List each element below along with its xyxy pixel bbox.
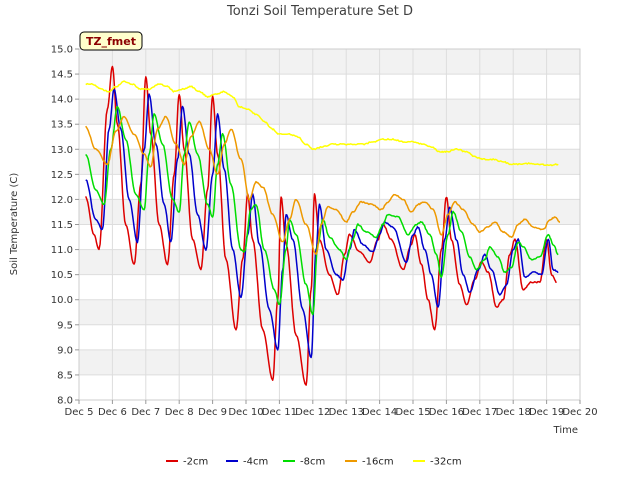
legend-item: -8cm [283, 457, 325, 468]
legend-label: -32cm [430, 457, 462, 468]
y-axis-label: Soil Temperature (C) [9, 173, 20, 276]
x-tick-label: Dec 7 [131, 407, 160, 418]
plot-band [79, 199, 580, 225]
x-tick-label: Dec 6 [98, 407, 127, 418]
y-tick-label: 8.0 [57, 396, 73, 407]
plot-band [79, 49, 580, 75]
site-badge-box [79, 31, 143, 51]
series-line-16cmcm [85, 115, 561, 256]
y-tick-label: 9.0 [57, 345, 73, 356]
series-line-4cmcm [85, 88, 559, 359]
x-tick-label: Dec 5 [65, 407, 94, 418]
x-tick-label: Dec 15 [395, 407, 430, 418]
series-line-8cmcm [85, 105, 559, 316]
x-tick-label: Dec 12 [295, 407, 330, 418]
y-tick-label: 11.5 [51, 220, 73, 231]
y-tick-label: 12.0 [51, 195, 73, 206]
x-tick-label: Dec 9 [198, 407, 227, 418]
plot-background-bands [79, 49, 580, 375]
y-tick-label: 10.0 [51, 295, 73, 306]
x-tick-label: Dec 16 [429, 407, 464, 418]
y-tick-label: 9.5 [57, 320, 73, 331]
x-tick-label: Dec 20 [562, 407, 597, 418]
y-tick-label: 8.5 [57, 370, 73, 381]
x-tick-label: Dec 14 [362, 407, 397, 418]
y-tick-label: 13.5 [51, 120, 73, 131]
plot-band [79, 99, 580, 125]
y-tick-label: 13.0 [51, 145, 73, 156]
series-line-32cmcm [85, 80, 559, 167]
x-tick-label: Dec 10 [228, 407, 263, 418]
x-axis-label: Time [553, 425, 578, 436]
legend-label: -2cm [183, 457, 208, 468]
x-tick-label: Dec 18 [496, 407, 531, 418]
legend-label: -8cm [300, 457, 325, 468]
legend-item: -2cm [166, 457, 208, 468]
plot-band [79, 249, 580, 275]
x-tick-label: Dec 8 [165, 407, 194, 418]
y-tick-label: 14.0 [51, 95, 73, 106]
chart-title: Tonzi Soil Temperature Set D [226, 4, 413, 19]
plot-band [79, 149, 580, 175]
x-tick-label: Dec 13 [329, 407, 364, 418]
series-lines [85, 65, 561, 386]
y-tick-label: 10.5 [51, 270, 73, 281]
site-badge-label: TZ_fmet [86, 35, 136, 48]
y-tick-label: 12.5 [51, 170, 73, 181]
y-axis-ticks: 8.0 8.5 9.0 9.5 10.0 10.5 11.0 11.5 12.0 12.5 13.0… [51, 45, 79, 407]
legend: -2cm -4cm -8cm -16cm -32cm [166, 457, 462, 468]
legend-item: -4cm [226, 457, 268, 468]
x-tick-label: Dec 11 [262, 407, 297, 418]
x-tick-label: Dec 19 [529, 407, 564, 418]
y-tick-label: 15.0 [51, 45, 73, 56]
y-tick-label: 11.0 [51, 245, 73, 256]
plot-band [79, 349, 580, 375]
site-badge: TZ_fmet [79, 31, 143, 51]
x-tick-label: Dec 17 [462, 407, 497, 418]
legend-label: -16cm [362, 457, 394, 468]
plot-band [79, 299, 580, 325]
legend-item: -16cm [345, 457, 394, 468]
legend-item: -32cm [413, 457, 462, 468]
y-tick-label: 14.5 [51, 70, 73, 81]
legend-label: -4cm [243, 457, 268, 468]
